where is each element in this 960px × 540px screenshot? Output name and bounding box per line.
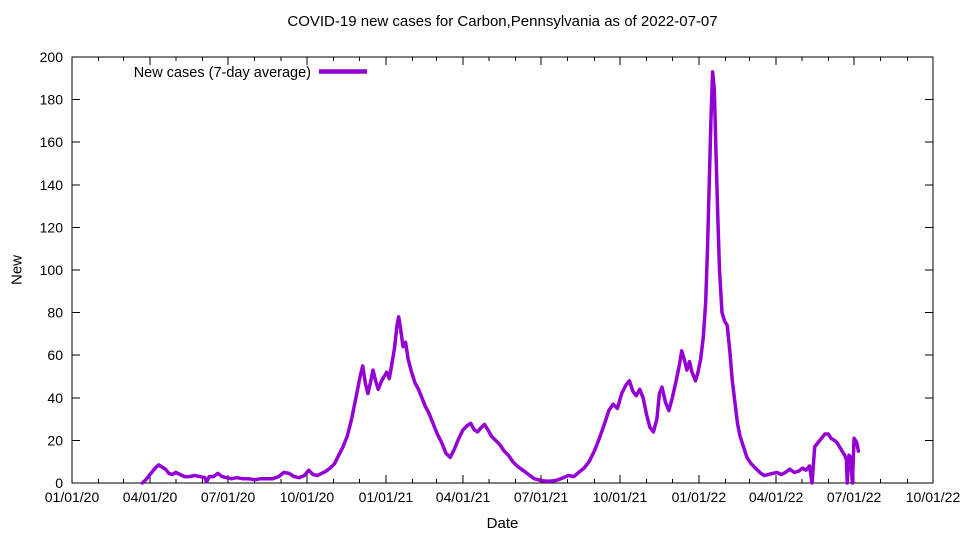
x-tick-label: 07/01/20 [201, 489, 256, 505]
x-tick-label: 10/01/22 [906, 489, 960, 505]
y-tick-label: 0 [55, 475, 63, 491]
x-tick-label: 10/01/20 [280, 489, 335, 505]
y-tick-label: 60 [47, 347, 63, 363]
legend-label: New cases (7-day average) [134, 65, 311, 81]
plot-border [71, 56, 934, 484]
x-tick-label: 10/01/21 [593, 489, 648, 505]
y-tick-label: 20 [47, 432, 63, 448]
y-tick-label: 40 [47, 390, 63, 406]
x-tick-label: 07/01/21 [514, 489, 569, 505]
x-tick-label: 01/01/20 [45, 489, 100, 505]
y-tick-label: 180 [40, 92, 64, 108]
x-tick-label: 04/01/22 [749, 489, 804, 505]
chart-title: COVID-19 new cases for Carbon,Pennsylvan… [287, 13, 718, 30]
x-tick-label: 01/01/21 [359, 489, 414, 505]
x-tick-label: 04/01/21 [436, 489, 491, 505]
y-tick-label: 80 [47, 305, 63, 321]
y-tick-label: 200 [40, 49, 64, 65]
y-tick-label: 120 [40, 219, 64, 235]
y-axis-title: New [8, 254, 26, 286]
y-tick-label: 140 [40, 177, 64, 193]
series-line-new-cases [140, 70, 861, 485]
x-axis-title: Date [486, 515, 519, 532]
y-tick-label: 160 [40, 134, 64, 150]
x-tick-label: 07/01/22 [827, 489, 882, 505]
x-tick-label: 04/01/20 [123, 489, 178, 505]
x-tick-label: 01/01/22 [672, 489, 727, 505]
y-tick-label: 100 [40, 262, 64, 278]
